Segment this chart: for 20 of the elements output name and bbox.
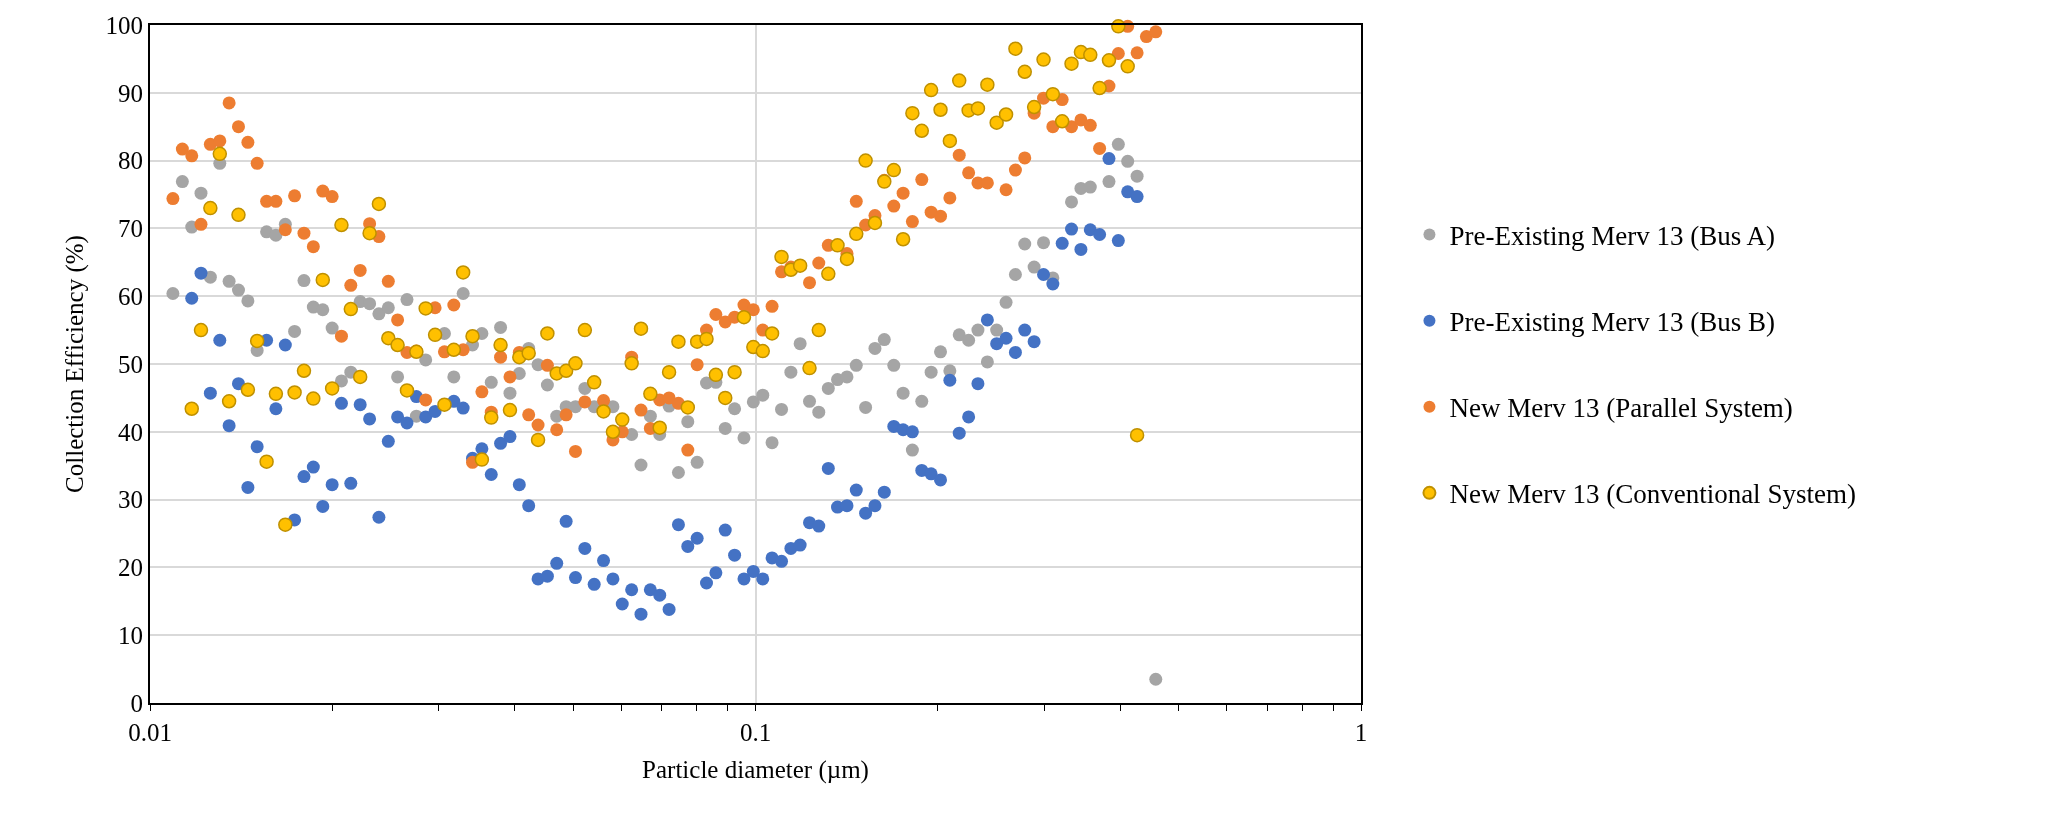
y-axis-title: Collection Efficiency (%) (60, 235, 89, 493)
legend-label: New Merv 13 (Conventional System) (1449, 479, 1856, 510)
x-tick-label: 0.1 (739, 719, 772, 746)
x-tick-label: 0.01 (128, 719, 172, 746)
y-tick-label: 10 (118, 621, 143, 649)
y-tick-label: 60 (118, 282, 143, 310)
y-tick-label: 80 (118, 147, 143, 175)
legend-label: New Merv 13 (Parallel System) (1449, 393, 1793, 424)
legend-label: Pre-Existing Merv 13 (Bus B) (1449, 307, 1775, 338)
y-tick-label: 70 (118, 215, 143, 243)
y-tick-label: 50 (118, 350, 143, 378)
y-tick-label: 90 (118, 79, 143, 107)
legend-label: Pre-Existing Merv 13 (Bus A) (1449, 221, 1775, 252)
y-tick-label: 100 (105, 11, 143, 39)
x-axis-title: Particle diameter (µm) (642, 755, 869, 784)
x-tick-label: 1 (1354, 719, 1368, 746)
y-tick-label: 20 (118, 554, 143, 582)
y-tick-label: 0 (130, 689, 143, 717)
y-tick-label: 30 (118, 486, 143, 514)
y-tick-label: 40 (118, 418, 143, 446)
